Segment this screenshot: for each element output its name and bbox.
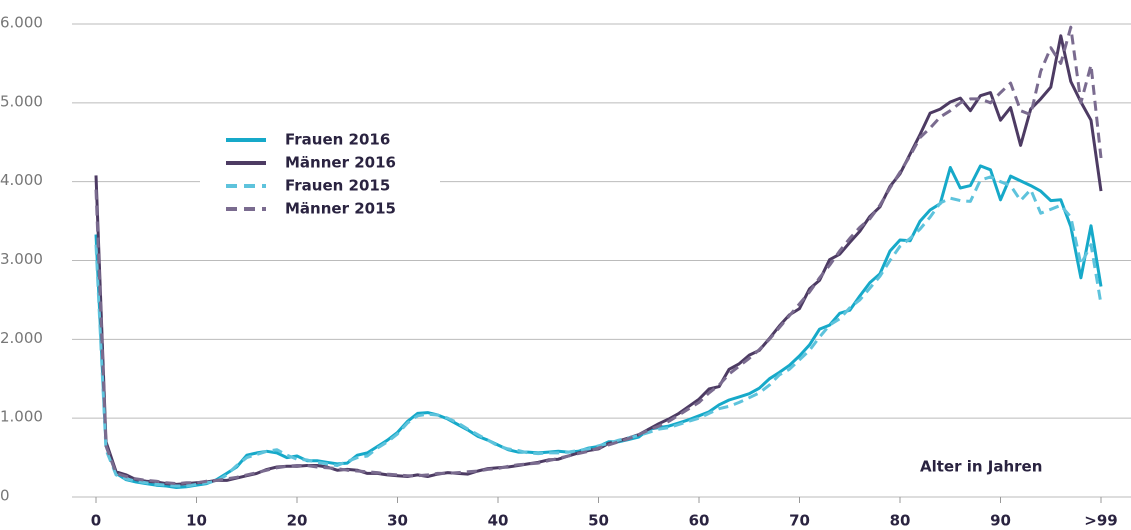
y-tick-label: 1.000 bbox=[0, 408, 43, 426]
x-tick-label: 60 bbox=[689, 512, 710, 530]
legend-label: Frauen 2015 bbox=[285, 177, 390, 195]
legend-label: Männer 2015 bbox=[285, 200, 396, 218]
legend-label: Männer 2016 bbox=[285, 154, 396, 172]
y-tick-label: 6.000 bbox=[0, 14, 43, 32]
x-tick-label: 70 bbox=[789, 512, 810, 530]
y-tick-label: 5.000 bbox=[0, 92, 43, 110]
x-tick-label: 90 bbox=[990, 512, 1011, 530]
x-tick-label: 40 bbox=[488, 512, 509, 530]
x-tick-label: >99 bbox=[1084, 512, 1117, 530]
legend-box bbox=[200, 122, 440, 244]
y-tick-label: 0 bbox=[0, 487, 10, 505]
x-tick-label: 0 bbox=[91, 512, 101, 530]
x-tick-label: 10 bbox=[186, 512, 207, 530]
x-tick-label: 20 bbox=[287, 512, 308, 530]
y-tick-label: 4.000 bbox=[0, 171, 43, 189]
y-tick-label: 2.000 bbox=[0, 329, 43, 347]
x-tick-label: 30 bbox=[387, 512, 408, 530]
legend-label: Frauen 2016 bbox=[285, 131, 390, 149]
y-tick-label: 3.000 bbox=[0, 250, 43, 268]
x-axis-label: Alter in Jahren bbox=[920, 458, 1042, 476]
x-tick-label: 80 bbox=[890, 512, 911, 530]
x-tick-label: 50 bbox=[588, 512, 609, 530]
series-line bbox=[94, 25, 1103, 486]
series-line bbox=[94, 175, 1103, 488]
